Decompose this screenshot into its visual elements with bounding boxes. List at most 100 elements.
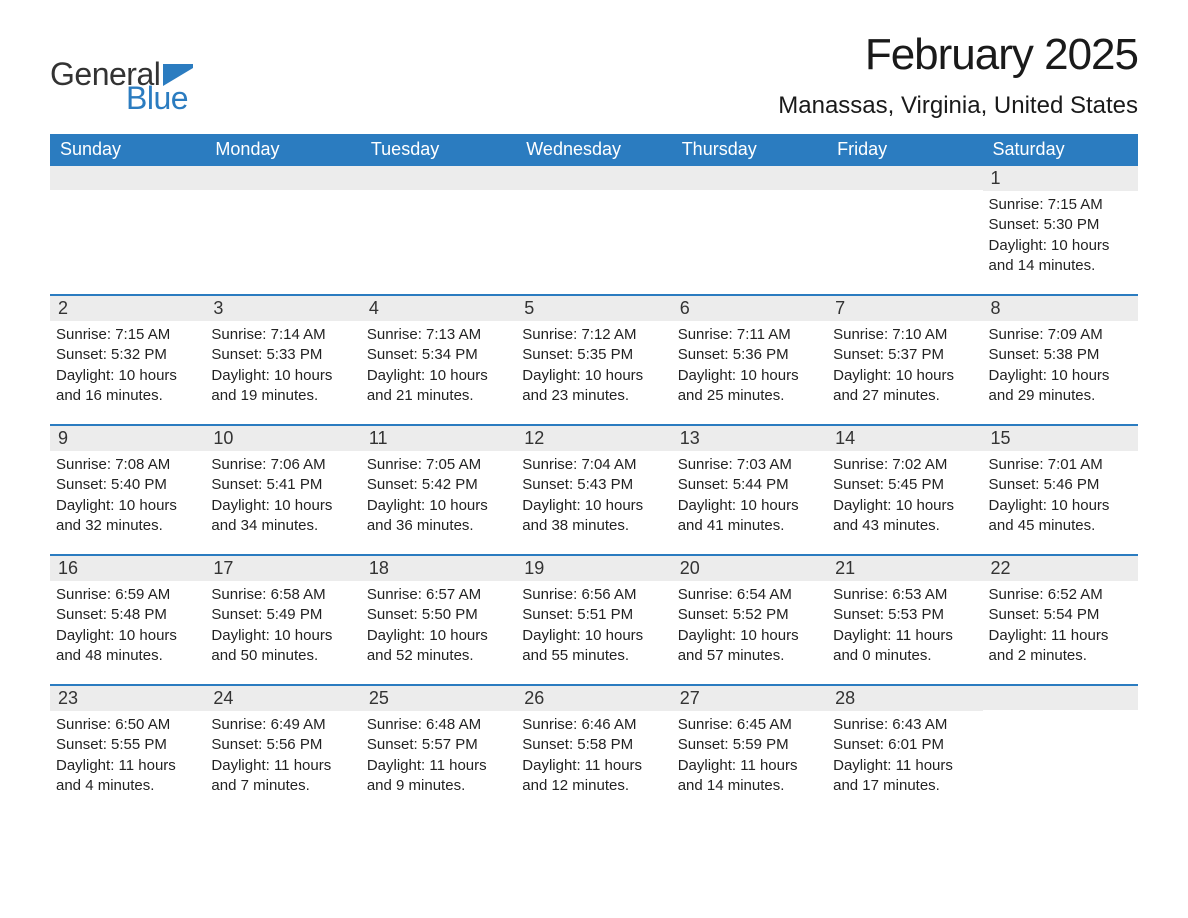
calendar-week: 9 Sunrise: 7:08 AMSunset: 5:40 PM Daylight… xyxy=(50,424,1138,554)
weekday-header: Saturday xyxy=(983,134,1138,166)
sunset-line: Sunset: 5:30 PM xyxy=(989,215,1132,235)
day-details: Sunrise: 7:01 AMSunset: 5:46 PMDaylight:… xyxy=(989,455,1132,536)
day-number: 15 xyxy=(983,426,1138,451)
day-number: 9 xyxy=(50,426,205,451)
day-number: 22 xyxy=(983,556,1138,581)
daylight-line: Daylight: 11 hours and 0 minutes. xyxy=(833,626,976,667)
day-details: Sunrise: 7:05 AMSunset: 5:42 PMDaylight:… xyxy=(367,455,510,536)
day-details: Sunrise: 6:50 AMSunset: 5:55 PMDaylight:… xyxy=(56,715,199,796)
day-number xyxy=(361,166,516,190)
calendar-day: 9Sunrise: 7:08 AMSunset: 5:40 PMDaylight… xyxy=(50,426,205,554)
sunrise-line: Sunrise: 7:05 AM xyxy=(367,455,510,475)
calendar-day: 27 Sunrise: 6:45 AMSunset: 5:59 PMDayligh… xyxy=(672,686,827,814)
daylight-line: Daylight: 10 hours and 55 minutes. xyxy=(522,626,665,667)
sunrise-line: Sunrise: 6:43 AM xyxy=(833,715,976,735)
sunrise-line: Sunrise: 6:58 AM xyxy=(211,585,354,605)
day-number: 25 xyxy=(361,686,516,711)
daylight-line: Daylight: 11 hours and 4 minutes. xyxy=(56,756,199,797)
calendar-day: 19 Sunrise: 6:56 AMSunset: 5:51 PMDayligh… xyxy=(516,556,671,684)
daylight-line: Daylight: 10 hours and 38 minutes. xyxy=(522,496,665,537)
sunset-line: Sunset: 5:34 PM xyxy=(367,345,510,365)
sunset-line: Sunset: 5:35 PM xyxy=(522,345,665,365)
day-number xyxy=(827,166,982,190)
sunrise-line: Sunrise: 7:08 AM xyxy=(56,455,199,475)
calendar-week: 1Sunrise: 7:15 AMSunset: 5:30 PMDaylight… xyxy=(50,166,1138,294)
calendar-day: 24Sunrise: 6:49 AMSunset: 5:56 PMDayligh… xyxy=(205,686,360,814)
weekday-header: Wednesday xyxy=(516,134,671,166)
day-number: 14 xyxy=(827,426,982,451)
day-details: Sunrise: 6:54 AMSunset: 5:52 PMDaylight:… xyxy=(678,585,821,666)
daylight-line: Daylight: 11 hours and 14 minutes. xyxy=(678,756,821,797)
daylight-line: Daylight: 10 hours and 16 minutes. xyxy=(56,366,199,407)
calendar-day: 15 Sunrise: 7:01 AMSunset: 5:46 PMDayligh… xyxy=(983,426,1138,554)
sunrise-line: Sunrise: 7:10 AM xyxy=(833,325,976,345)
day-number: 3 xyxy=(205,296,360,321)
sunset-line: Sunset: 5:40 PM xyxy=(56,475,199,495)
sunset-line: Sunset: 5:50 PM xyxy=(367,605,510,625)
calendar-day-empty xyxy=(205,166,360,294)
calendar-day: 25 Sunrise: 6:48 AMSunset: 5:57 PMDayligh… xyxy=(361,686,516,814)
sunrise-line: Sunrise: 6:48 AM xyxy=(367,715,510,735)
day-number: 8 xyxy=(983,296,1138,321)
sunset-line: Sunset: 5:57 PM xyxy=(367,735,510,755)
sunset-line: Sunset: 5:43 PM xyxy=(522,475,665,495)
daylight-line: Daylight: 10 hours and 43 minutes. xyxy=(833,496,976,537)
sunrise-line: Sunrise: 6:57 AM xyxy=(367,585,510,605)
sunrise-line: Sunrise: 7:01 AM xyxy=(989,455,1132,475)
day-details: Sunrise: 6:53 AMSunset: 5:53 PMDaylight:… xyxy=(833,585,976,666)
calendar-day: 21 Sunrise: 6:53 AMSunset: 5:53 PMDayligh… xyxy=(827,556,982,684)
calendar-week: 23Sunrise: 6:50 AMSunset: 5:55 PMDayligh… xyxy=(50,684,1138,814)
daylight-line: Daylight: 10 hours and 27 minutes. xyxy=(833,366,976,407)
daylight-line: Daylight: 10 hours and 19 minutes. xyxy=(211,366,354,407)
day-number: 27 xyxy=(672,686,827,711)
sunset-line: Sunset: 5:55 PM xyxy=(56,735,199,755)
day-number: 17 xyxy=(205,556,360,581)
day-details: Sunrise: 6:45 AMSunset: 5:59 PMDaylight:… xyxy=(678,715,821,796)
sunrise-line: Sunrise: 7:02 AM xyxy=(833,455,976,475)
calendar-day: 5 Sunrise: 7:12 AMSunset: 5:35 PMDaylight… xyxy=(516,296,671,424)
sunset-line: Sunset: 5:32 PM xyxy=(56,345,199,365)
day-number: 19 xyxy=(516,556,671,581)
day-details: Sunrise: 7:12 AMSunset: 5:35 PMDaylight:… xyxy=(522,325,665,406)
calendar-day: 4Sunrise: 7:13 AMSunset: 5:34 PMDaylight… xyxy=(361,296,516,424)
header: General Blue February 2025 Manassas, Vir… xyxy=(50,30,1138,120)
day-number xyxy=(672,166,827,190)
sunrise-line: Sunrise: 6:56 AM xyxy=(522,585,665,605)
sunset-line: Sunset: 5:41 PM xyxy=(211,475,354,495)
day-number: 5 xyxy=(516,296,671,321)
daylight-line: Daylight: 10 hours and 34 minutes. xyxy=(211,496,354,537)
sunset-line: Sunset: 5:56 PM xyxy=(211,735,354,755)
weekday-header: Sunday xyxy=(50,134,205,166)
weekday-header-row: SundayMondayTuesdayWednesdayThursdayFrid… xyxy=(50,134,1138,166)
day-details: Sunrise: 7:14 AMSunset: 5:33 PMDaylight:… xyxy=(211,325,354,406)
day-number: 21 xyxy=(827,556,982,581)
calendar-day: 23Sunrise: 6:50 AMSunset: 5:55 PMDayligh… xyxy=(50,686,205,814)
day-details: Sunrise: 7:15 AMSunset: 5:30 PMDaylight:… xyxy=(989,195,1132,276)
calendar-day: 17 Sunrise: 6:58 AMSunset: 5:49 PMDayligh… xyxy=(205,556,360,684)
day-details: Sunrise: 6:46 AMSunset: 5:58 PMDaylight:… xyxy=(522,715,665,796)
sunset-line: Sunset: 5:48 PM xyxy=(56,605,199,625)
sunrise-line: Sunrise: 6:53 AM xyxy=(833,585,976,605)
sunrise-line: Sunrise: 7:15 AM xyxy=(56,325,199,345)
day-details: Sunrise: 7:03 AMSunset: 5:44 PMDaylight:… xyxy=(678,455,821,536)
daylight-line: Daylight: 10 hours and 52 minutes. xyxy=(367,626,510,667)
day-details: Sunrise: 6:58 AMSunset: 5:49 PMDaylight:… xyxy=(211,585,354,666)
day-number: 11 xyxy=(361,426,516,451)
calendar-day: 28Sunrise: 6:43 AMSunset: 6:01 PMDayligh… xyxy=(827,686,982,814)
daylight-line: Daylight: 10 hours and 36 minutes. xyxy=(367,496,510,537)
sunrise-line: Sunrise: 6:46 AM xyxy=(522,715,665,735)
calendar-day-empty xyxy=(516,166,671,294)
day-number: 24 xyxy=(205,686,360,711)
calendar-day: 10Sunrise: 7:06 AMSunset: 5:41 PMDayligh… xyxy=(205,426,360,554)
sunset-line: Sunset: 5:36 PM xyxy=(678,345,821,365)
day-number: 10 xyxy=(205,426,360,451)
calendar-day-empty xyxy=(361,166,516,294)
daylight-line: Daylight: 11 hours and 17 minutes. xyxy=(833,756,976,797)
daylight-line: Daylight: 11 hours and 9 minutes. xyxy=(367,756,510,797)
sunrise-line: Sunrise: 7:04 AM xyxy=(522,455,665,475)
daylight-line: Daylight: 11 hours and 7 minutes. xyxy=(211,756,354,797)
calendar-day: 18Sunrise: 6:57 AMSunset: 5:50 PMDayligh… xyxy=(361,556,516,684)
sunrise-line: Sunrise: 6:52 AM xyxy=(989,585,1132,605)
sunset-line: Sunset: 5:51 PM xyxy=(522,605,665,625)
sunset-line: Sunset: 5:46 PM xyxy=(989,475,1132,495)
